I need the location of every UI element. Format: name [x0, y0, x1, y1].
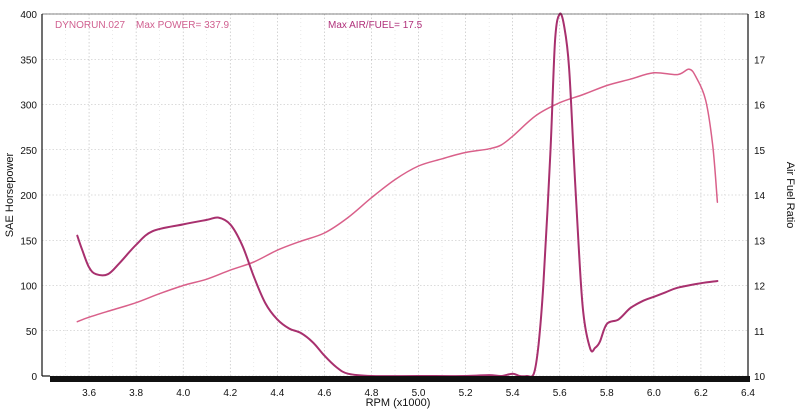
y-tick-label-left: 150: [20, 236, 37, 247]
x-tick-label: 4.8: [365, 388, 379, 399]
axes: [41, 13, 750, 382]
y-tick-label-right: 13: [754, 236, 766, 247]
x-tick-label: 4.2: [223, 388, 237, 399]
x-tick-label: 3.6: [82, 388, 96, 399]
y-tick-label-right: 16: [754, 101, 766, 112]
y-tick-label-right: 11: [754, 327, 765, 338]
annotation-max-afr: Max AIR/FUEL= 17.5: [328, 20, 423, 31]
annotation-max-power: Max POWER= 337.9: [136, 20, 230, 31]
series-layer: [76, 12, 719, 378]
y-tick-label-left: 200: [20, 191, 37, 202]
x-tick-label: 5.2: [459, 388, 473, 399]
bottom-axis-bar: [50, 376, 750, 382]
y-tick-label-right: 14: [754, 191, 766, 202]
y-axis-label-left: SAE Horsepower: [4, 152, 16, 237]
y-tick-label-right: 17: [754, 55, 766, 66]
x-tick-label: 4.4: [270, 388, 284, 399]
y-tick-label-left: 50: [26, 327, 38, 338]
y-tick-label-right: 15: [754, 146, 766, 157]
x-tick-label: 5.0: [412, 388, 426, 399]
x-tick-label: 4.6: [317, 388, 331, 399]
y-tick-label-left: 400: [20, 10, 37, 21]
series-line-air-fuel-ratio: [76, 12, 719, 378]
annotation-run: DYNORUN.027: [55, 20, 125, 31]
x-tick-label: 5.8: [600, 388, 614, 399]
y-tick-label-left: 0: [31, 372, 37, 383]
x-tick-label: 6.4: [741, 388, 755, 399]
tick-labels: 3.6 3.8 4.0 4.2 4.4 4.6 4.8 5.0 5.2 5.4 5.6 5.8 6.0 6…: [20, 10, 765, 399]
x-tick-label: 5.6: [553, 388, 567, 399]
x-tick-label: 3.8: [129, 388, 143, 399]
x-tick-label: 5.4: [506, 388, 520, 399]
y-tick-label-left: 350: [20, 55, 37, 66]
y-tick-label-right: 10: [754, 372, 766, 383]
x-tick-label: 4.0: [176, 388, 190, 399]
y-tick-label-right: 18: [754, 10, 766, 21]
series-line-sae-horsepower: [76, 68, 719, 323]
y-tick-label-left: 250: [20, 146, 37, 157]
x-axis-label: RPM (x1000): [366, 397, 431, 409]
x-tick-label: 6.0: [647, 388, 661, 399]
y-tick-label-left: 100: [20, 282, 37, 293]
y-axis-label-right: Air Fuel Ratio: [784, 162, 796, 229]
y-tick-label-left: 300: [20, 101, 37, 112]
y-tick-label-right: 12: [754, 282, 766, 293]
grid-lines: [42, 13, 749, 377]
x-tick-label: 6.2: [694, 388, 708, 399]
